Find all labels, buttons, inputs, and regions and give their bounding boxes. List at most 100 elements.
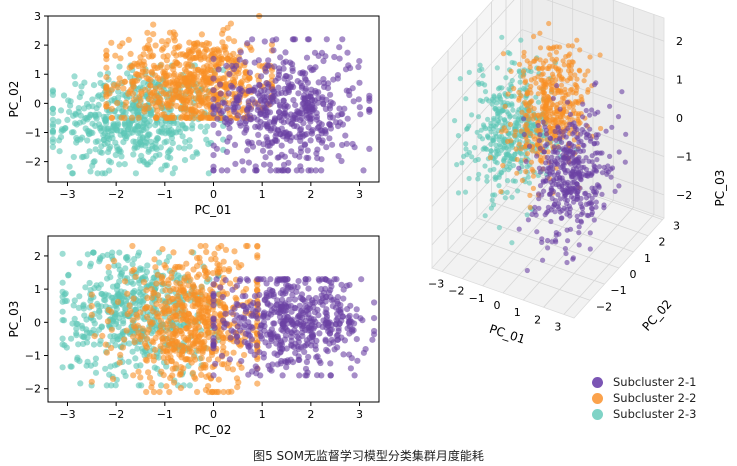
- point-subcluster-2-2: [218, 54, 225, 61]
- point-subcluster-2-2: [567, 51, 573, 57]
- point-subcluster-2-2: [193, 54, 200, 61]
- point-subcluster-2-2: [183, 356, 190, 363]
- point-subcluster-2-2: [103, 349, 110, 356]
- point-subcluster-2-3: [90, 159, 97, 166]
- point-subcluster-2-3: [59, 279, 66, 286]
- point-subcluster-2-1: [578, 211, 584, 218]
- point-subcluster-2-1: [323, 306, 330, 313]
- point-subcluster-2-3: [98, 143, 105, 150]
- point-subcluster-2-1: [576, 224, 582, 230]
- point-subcluster-2-2: [103, 64, 110, 71]
- point-subcluster-2-2: [518, 93, 524, 99]
- point-subcluster-2-2: [153, 300, 160, 308]
- point-subcluster-2-3: [531, 123, 537, 129]
- point-subcluster-2-1: [226, 119, 233, 126]
- point-subcluster-2-1: [262, 154, 269, 161]
- point-subcluster-2-3: [454, 162, 460, 168]
- point-subcluster-2-1: [269, 37, 276, 44]
- point-subcluster-2-1: [575, 135, 581, 141]
- point-subcluster-2-2: [203, 248, 210, 256]
- point-subcluster-2-1: [536, 205, 542, 211]
- point-subcluster-2-2: [213, 388, 220, 396]
- point-subcluster-2-2: [178, 105, 185, 112]
- point-subcluster-2-2: [158, 368, 165, 375]
- z-tick-label: 1: [676, 74, 683, 87]
- point-subcluster-2-3: [96, 313, 103, 320]
- point-subcluster-2-1: [276, 276, 284, 283]
- point-subcluster-2-2: [119, 344, 126, 351]
- point-subcluster-2-2: [152, 334, 159, 342]
- point-subcluster-2-3: [516, 68, 522, 74]
- point-subcluster-2-2: [537, 157, 543, 163]
- point-subcluster-2-2: [197, 289, 204, 296]
- point-subcluster-2-1: [543, 127, 549, 133]
- x-tick-label: 3: [554, 320, 561, 333]
- point-subcluster-2-3: [98, 149, 105, 156]
- point-subcluster-2-3: [139, 157, 146, 164]
- point-subcluster-2-3: [535, 99, 542, 105]
- point-subcluster-2-1: [337, 308, 344, 315]
- point-subcluster-2-1: [347, 365, 354, 372]
- point-subcluster-2-1: [345, 319, 352, 326]
- point-subcluster-2-3: [114, 286, 121, 294]
- point-subcluster-2-2: [516, 61, 523, 67]
- point-subcluster-2-2: [172, 31, 179, 38]
- point-subcluster-2-3: [59, 364, 66, 371]
- y-tick-label: 1: [34, 68, 41, 81]
- point-subcluster-2-1: [358, 276, 365, 283]
- point-subcluster-2-1: [275, 167, 282, 174]
- point-subcluster-2-3: [81, 79, 88, 86]
- point-subcluster-2-3: [90, 341, 98, 348]
- point-subcluster-2-1: [315, 79, 322, 86]
- point-subcluster-2-2: [192, 316, 199, 323]
- point-subcluster-2-3: [475, 176, 481, 182]
- point-subcluster-2-3: [71, 315, 78, 322]
- point-subcluster-2-1: [305, 285, 312, 292]
- point-subcluster-2-3: [68, 335, 75, 342]
- point-subcluster-2-1: [339, 141, 346, 149]
- point-subcluster-2-2: [190, 353, 197, 360]
- point-subcluster-2-3: [55, 118, 62, 125]
- point-subcluster-2-3: [202, 128, 209, 135]
- z-tick-label: 0: [676, 112, 683, 125]
- point-subcluster-2-1: [572, 125, 578, 131]
- point-subcluster-2-1: [351, 144, 358, 151]
- point-subcluster-2-3: [59, 250, 66, 257]
- point-subcluster-2-3: [115, 262, 122, 269]
- point-subcluster-2-3: [89, 96, 96, 103]
- point-subcluster-2-3: [137, 362, 144, 369]
- point-subcluster-2-1: [277, 348, 284, 355]
- point-subcluster-2-3: [518, 37, 524, 43]
- point-subcluster-2-3: [486, 98, 492, 104]
- point-subcluster-2-1: [265, 57, 272, 64]
- point-subcluster-2-1: [539, 192, 545, 198]
- point-subcluster-2-1: [565, 238, 571, 244]
- point-subcluster-2-2: [160, 53, 167, 60]
- point-subcluster-2-1: [240, 167, 247, 174]
- point-subcluster-2-1: [218, 110, 225, 117]
- point-subcluster-2-1: [349, 326, 356, 333]
- point-subcluster-2-2: [552, 59, 558, 65]
- point-subcluster-2-2: [227, 20, 234, 27]
- point-subcluster-2-3: [463, 146, 469, 152]
- point-subcluster-2-1: [594, 150, 601, 156]
- x-tick-label: 1: [514, 306, 521, 319]
- point-subcluster-2-1: [318, 139, 326, 146]
- point-subcluster-2-1: [559, 183, 565, 189]
- point-subcluster-2-3: [73, 134, 80, 142]
- point-subcluster-2-1: [331, 276, 338, 283]
- point-subcluster-2-3: [99, 252, 106, 260]
- point-subcluster-2-1: [257, 124, 264, 131]
- point-subcluster-2-1: [336, 105, 343, 112]
- point-subcluster-2-2: [149, 319, 156, 326]
- point-subcluster-2-3: [193, 149, 200, 156]
- point-subcluster-2-2: [176, 371, 183, 378]
- point-subcluster-2-2: [560, 58, 566, 64]
- point-subcluster-2-1: [253, 370, 260, 377]
- point-subcluster-2-3: [71, 73, 78, 80]
- point-subcluster-2-2: [220, 75, 227, 82]
- point-subcluster-2-1: [260, 141, 267, 148]
- point-subcluster-2-3: [62, 298, 69, 305]
- point-subcluster-2-2: [520, 68, 527, 75]
- point-subcluster-2-1: [293, 167, 300, 174]
